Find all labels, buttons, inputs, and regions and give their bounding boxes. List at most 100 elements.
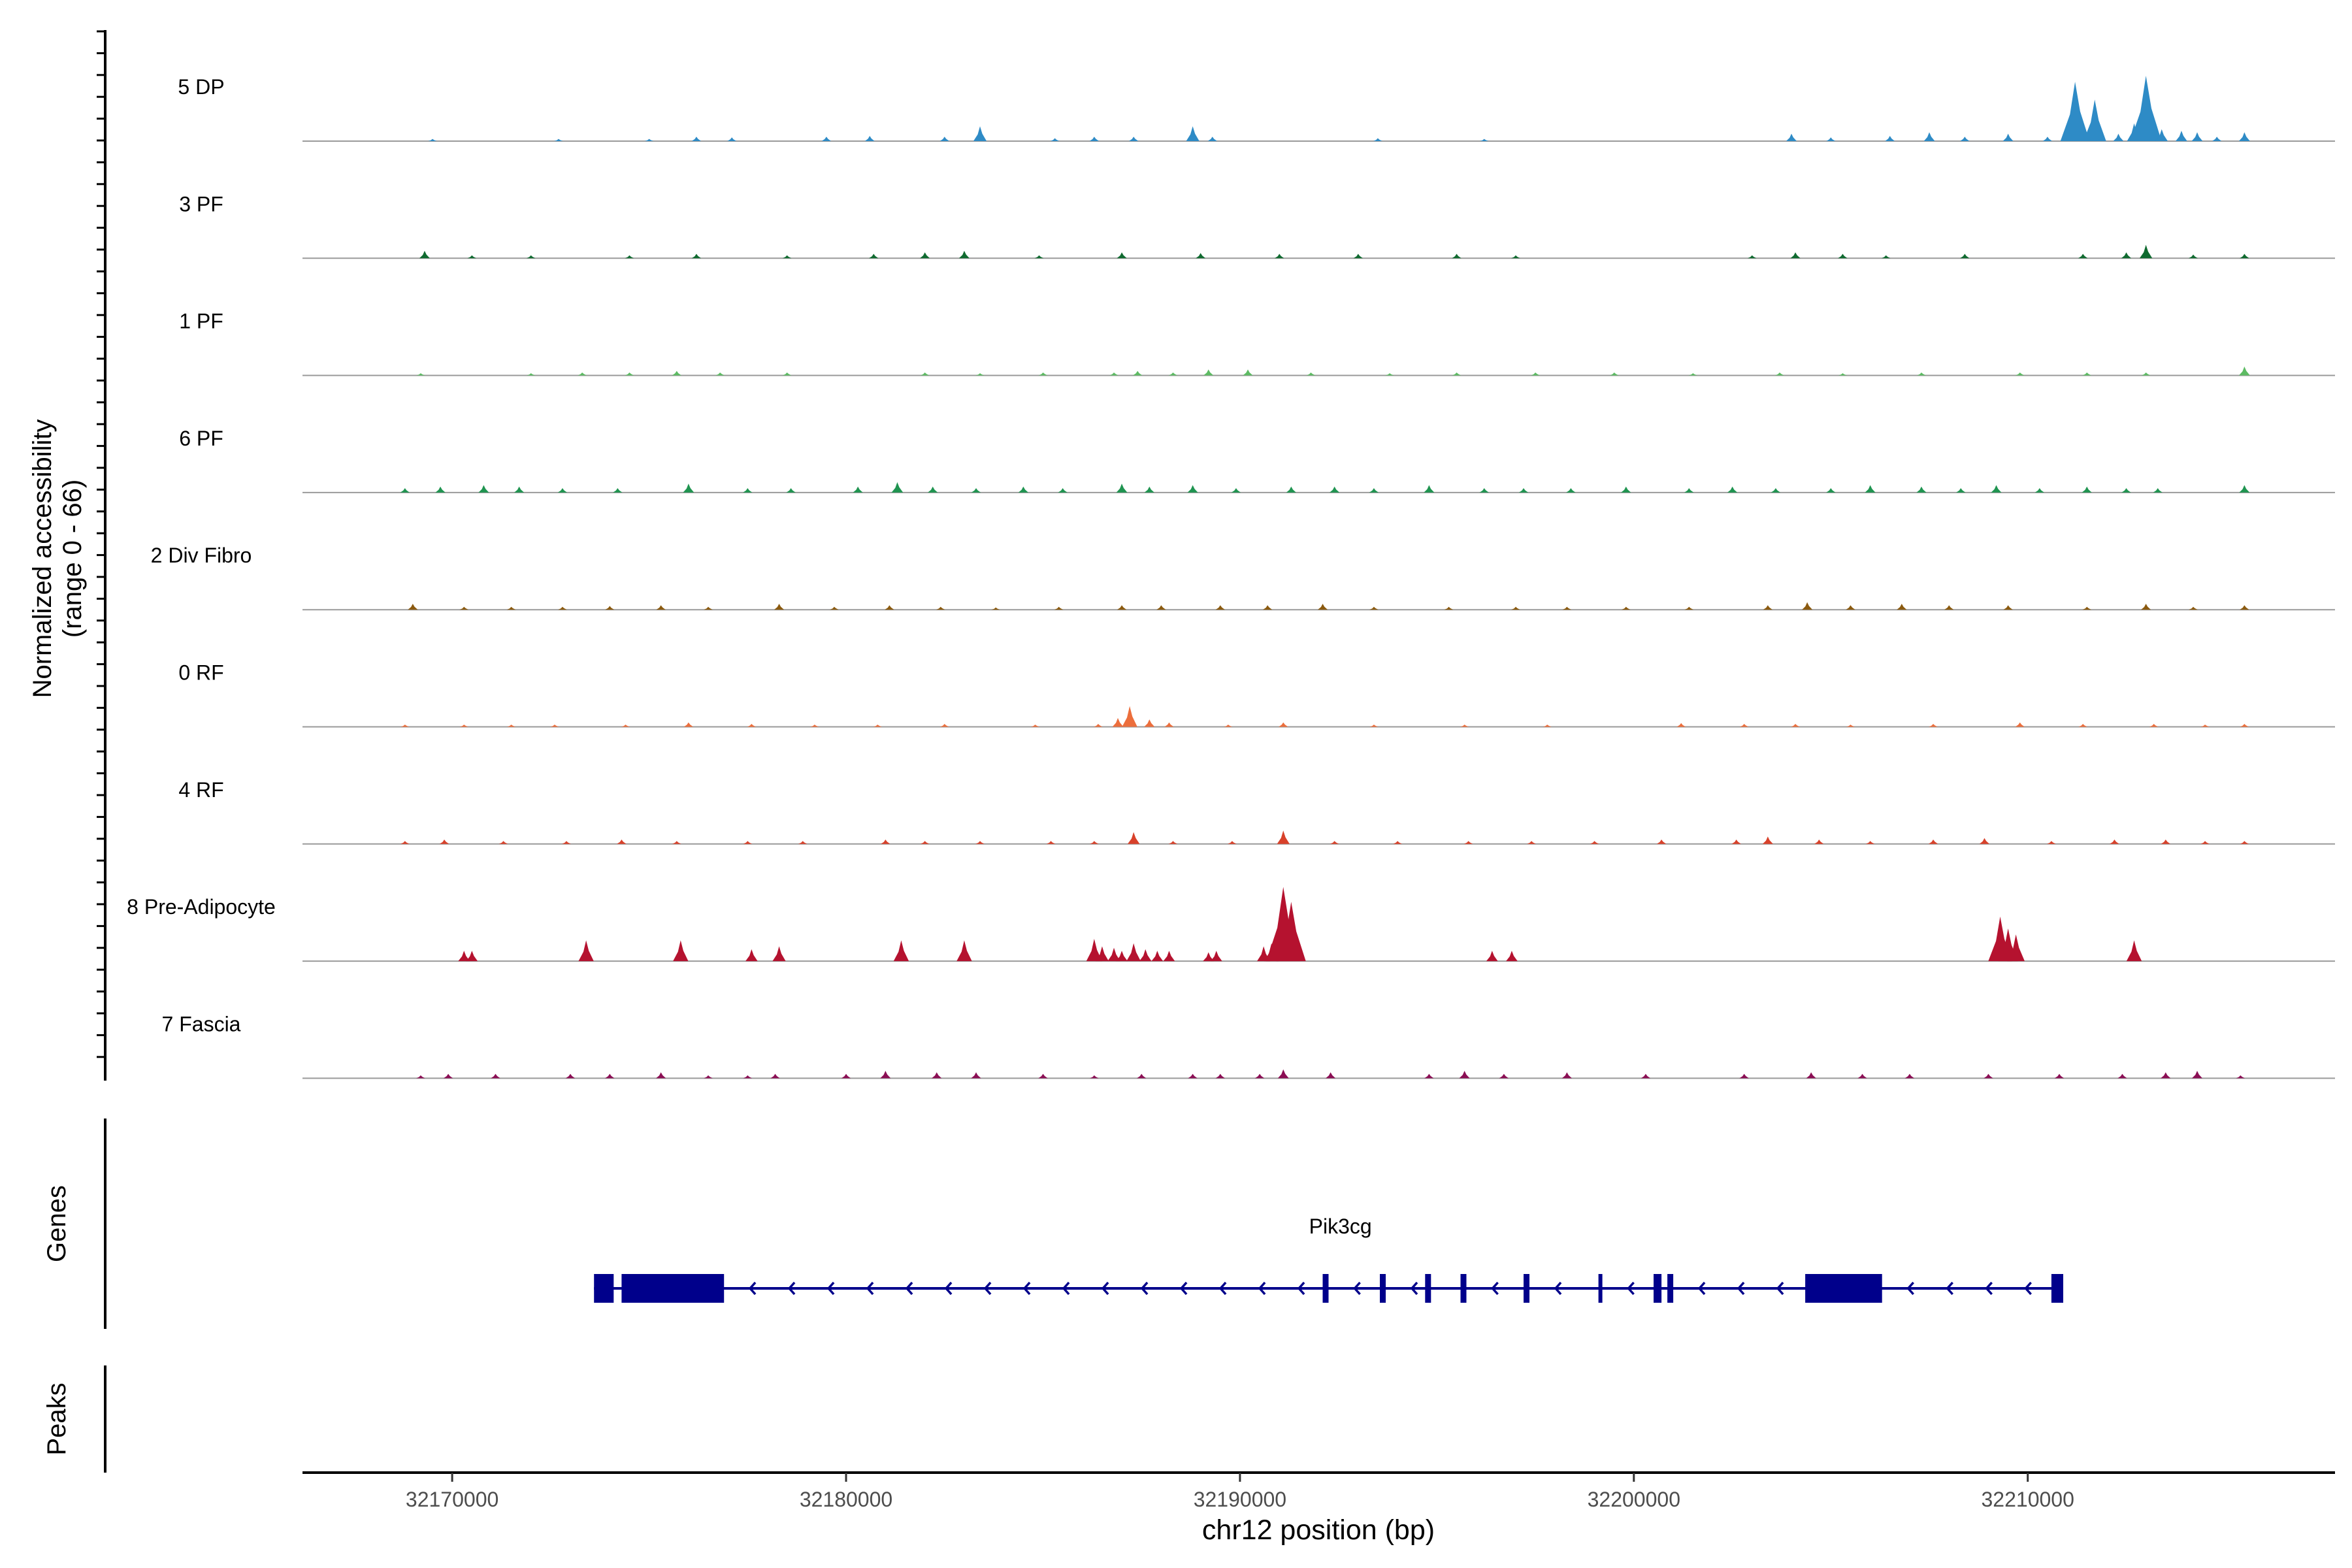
coverage-peak bbox=[1499, 1073, 1509, 1079]
coverage-peak bbox=[2130, 76, 2162, 141]
strand-arrow bbox=[748, 1281, 757, 1296]
coverage-peak bbox=[466, 951, 478, 962]
coverage-peak bbox=[885, 605, 894, 610]
coverage-peak bbox=[1656, 840, 1667, 844]
coverage-peak bbox=[747, 724, 757, 727]
track-2-div-fibro: 2 Div Fibro bbox=[151, 544, 2335, 611]
coverage-peak bbox=[2141, 604, 2151, 610]
coverage-peak bbox=[743, 1075, 753, 1079]
coverage-peak bbox=[1684, 606, 1694, 610]
coverage-peak bbox=[1369, 725, 1379, 727]
coverage-peak bbox=[1944, 605, 1954, 610]
coverage-peak bbox=[1424, 1073, 1434, 1079]
coverage-peak bbox=[1929, 724, 1938, 727]
coverage-peak bbox=[2054, 1073, 2065, 1079]
coverage-peak bbox=[605, 606, 615, 610]
coverage-peak bbox=[1460, 725, 1469, 727]
coverage-peak bbox=[1030, 725, 1039, 727]
strand-arrow bbox=[2024, 1281, 2032, 1296]
strand-arrow bbox=[1062, 1281, 1070, 1296]
coverage-peak bbox=[443, 1073, 453, 1079]
coverage-peak bbox=[2141, 372, 2151, 376]
coverage-peak bbox=[920, 372, 930, 376]
strand-arrow bbox=[1022, 1281, 1031, 1296]
coverage-peak bbox=[435, 486, 446, 493]
coverage-peak bbox=[1132, 370, 1143, 376]
coverage-peak bbox=[1786, 133, 1797, 141]
coverage-peak bbox=[2240, 253, 2249, 259]
strand-arrow bbox=[1554, 1281, 1562, 1296]
coverage-peak bbox=[1231, 488, 1241, 493]
strand-arrow bbox=[1946, 1281, 1953, 1296]
strand-arrow bbox=[866, 1281, 874, 1296]
track-label: 2 Div Fibro bbox=[151, 544, 252, 567]
coverage-peak bbox=[869, 253, 879, 259]
coverage-y-axis-ticks bbox=[97, 30, 105, 1058]
coverage-peak bbox=[1857, 1073, 1867, 1079]
coverage-peak bbox=[459, 725, 468, 727]
coverage-peak bbox=[1527, 841, 1536, 844]
coverage-peak bbox=[932, 1072, 942, 1079]
coverage-peak bbox=[891, 482, 904, 493]
coverage-peak bbox=[1424, 485, 1435, 493]
coverage-peak bbox=[1139, 949, 1152, 962]
coverage-peak bbox=[1838, 253, 1848, 259]
peaks-axis-label: Peaks bbox=[42, 1382, 71, 1455]
coverage-peak bbox=[1262, 605, 1273, 610]
strand-arrow bbox=[1410, 1281, 1418, 1296]
coverage-peak bbox=[2240, 724, 2249, 727]
y-axis-range-label: (range 0 - 66) bbox=[58, 480, 87, 638]
strand-arrow bbox=[1627, 1281, 1635, 1296]
strand-arrow bbox=[944, 1281, 953, 1296]
strand-arrow bbox=[1101, 1281, 1109, 1296]
coverage-peak bbox=[2002, 133, 2014, 141]
coverage-peak bbox=[2191, 1071, 2202, 1079]
coverage-peak bbox=[1112, 717, 1124, 727]
coverage-peak bbox=[1038, 372, 1048, 376]
track-7-fascia: 7 Fascia bbox=[162, 1012, 2335, 1079]
coverage-peak bbox=[2161, 840, 2170, 844]
coverage-peak bbox=[1928, 840, 1938, 844]
coverage-peak bbox=[2015, 372, 2025, 376]
coverage-peak bbox=[554, 139, 563, 141]
coverage-peak bbox=[1090, 1075, 1099, 1079]
coverage-tracks: 5 DP 3 PF 1 PF 6 PF 2 Div Fibro 0 RF 4 RF 8 Pre… bbox=[127, 75, 2335, 1079]
coverage-peak bbox=[2126, 940, 2142, 962]
coverage-peak bbox=[458, 951, 470, 962]
coverage-peak bbox=[939, 137, 949, 141]
coverage-peak bbox=[1326, 1072, 1336, 1079]
coverage-peak bbox=[467, 255, 477, 259]
coverage-peak bbox=[1353, 253, 1363, 259]
coverage-peak bbox=[1116, 951, 1128, 962]
coverage-peak bbox=[1916, 486, 1927, 493]
coverage-peak bbox=[2121, 252, 2132, 259]
coverage-peak bbox=[2015, 722, 2025, 727]
coverage-peak bbox=[1187, 485, 1198, 493]
coverage-peak bbox=[1531, 372, 1540, 376]
coverage-peak bbox=[1156, 605, 1166, 610]
coverage-peak bbox=[400, 488, 410, 493]
coverage-peak bbox=[975, 841, 985, 844]
coverage-peak bbox=[605, 1073, 615, 1079]
strand-arrow bbox=[1258, 1281, 1266, 1296]
coverage-peak bbox=[770, 1073, 780, 1079]
coverage-peak bbox=[1144, 719, 1155, 727]
coverage-peak bbox=[772, 946, 786, 962]
genes-axis-label: Genes bbox=[42, 1185, 71, 1262]
coverage-peak bbox=[656, 605, 666, 610]
coverage-peak bbox=[1562, 606, 1572, 610]
coverage-peak bbox=[613, 488, 623, 493]
coverage-peak bbox=[1561, 1072, 1572, 1079]
coverage-peak bbox=[617, 840, 627, 844]
coverage-peak bbox=[2191, 132, 2203, 141]
track-label: 1 PF bbox=[179, 310, 223, 333]
coverage-peak bbox=[1566, 488, 1576, 493]
coverage-peak bbox=[2082, 372, 2091, 376]
coverage-peak bbox=[1826, 137, 1836, 141]
coverage-peak bbox=[1727, 486, 1738, 493]
coverage-peak bbox=[1090, 841, 1099, 844]
coverage-peak bbox=[2082, 486, 2092, 493]
coverage-peak bbox=[727, 137, 737, 141]
coverage-peak bbox=[2083, 99, 2106, 141]
